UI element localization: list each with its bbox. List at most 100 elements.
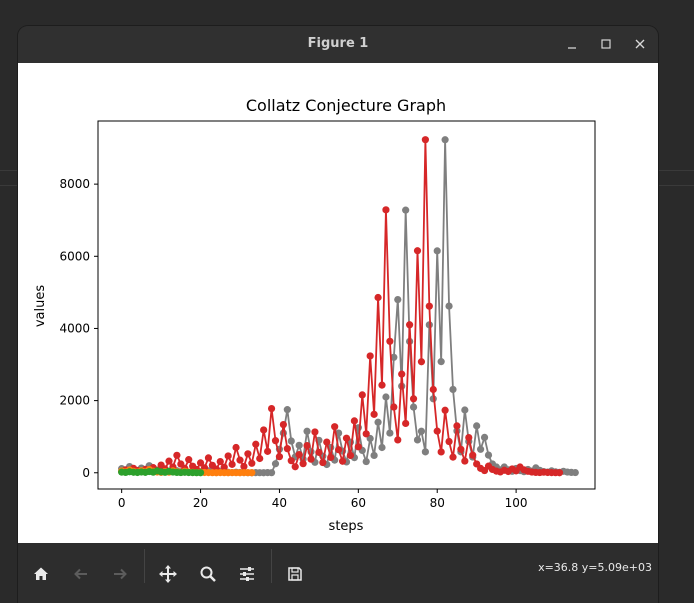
data-point	[327, 453, 335, 462]
cursor-coordinates: x=36.8 y=5.09e+03	[538, 561, 652, 574]
floppy-icon	[288, 567, 302, 581]
data-point	[196, 459, 205, 467]
y-tick-label: 8000	[59, 177, 90, 191]
title-bar[interactable]: Figure 1	[18, 26, 658, 63]
data-point	[370, 451, 378, 460]
data-point	[323, 438, 331, 446]
data-point	[421, 136, 429, 144]
data-point	[417, 427, 426, 435]
data-point	[362, 457, 370, 466]
data-point	[196, 469, 205, 477]
data-point	[402, 206, 410, 214]
x-tick-label: 40	[272, 496, 287, 510]
data-point	[248, 459, 256, 467]
data-point	[473, 422, 481, 430]
data-point	[374, 418, 382, 426]
data-point	[291, 463, 299, 471]
data-point	[417, 358, 426, 366]
data-point	[449, 453, 457, 461]
data-point	[283, 445, 291, 453]
data-point	[425, 302, 433, 310]
data-point	[465, 433, 473, 442]
data-point	[398, 370, 406, 378]
data-point	[338, 457, 347, 465]
home-icon	[34, 567, 48, 580]
maximize-icon	[601, 39, 611, 49]
data-point	[441, 406, 449, 414]
data-point	[287, 437, 295, 445]
data-point	[413, 247, 422, 255]
data-point	[469, 451, 477, 459]
close-button[interactable]	[630, 34, 650, 54]
data-point	[441, 136, 449, 144]
data-point	[437, 358, 445, 366]
chart-svg: Collatz Conjecture Graph steps values 0 2…	[33, 96, 596, 534]
data-point	[303, 441, 311, 450]
data-point	[228, 460, 236, 468]
minimize-button[interactable]	[562, 34, 582, 54]
data-point	[216, 457, 224, 466]
minimize-icon	[568, 47, 576, 49]
back-button[interactable]	[68, 561, 94, 587]
save-button[interactable]	[282, 561, 308, 587]
data-point	[480, 433, 489, 442]
data-point	[346, 451, 355, 460]
data-point	[409, 395, 418, 403]
data-point	[331, 423, 339, 431]
configure-subplots-button[interactable]	[234, 561, 260, 587]
data-point	[421, 448, 429, 456]
data-point	[240, 462, 248, 471]
data-point	[315, 448, 323, 456]
plot-area	[118, 136, 579, 477]
y-tick-label: 6000	[59, 249, 90, 263]
x-tick-label: 20	[193, 496, 208, 510]
data-point	[378, 443, 386, 452]
window-title: Figure 1	[307, 36, 369, 51]
data-point	[406, 321, 414, 329]
data-point	[283, 406, 291, 414]
data-point	[319, 458, 327, 467]
toolbar-separator	[144, 549, 145, 583]
data-point	[260, 426, 268, 434]
x-tick-label: 0	[118, 496, 126, 510]
data-point	[409, 403, 418, 411]
data-point	[307, 455, 315, 463]
data-point	[461, 406, 469, 414]
data-point	[413, 436, 422, 444]
home-button[interactable]	[28, 561, 54, 587]
data-point	[366, 352, 374, 360]
y-tick-label: 2000	[59, 394, 90, 408]
figure-window: Figure 1 Collatz Conjecture Graph steps …	[18, 26, 658, 603]
series-line-1	[121, 138, 560, 474]
forward-button[interactable]	[107, 561, 133, 587]
chart-title: Collatz Conjecture Graph	[246, 96, 446, 115]
data-point	[275, 453, 284, 461]
data-point	[354, 443, 362, 451]
magnifier-icon	[200, 566, 216, 582]
data-point	[267, 404, 276, 413]
data-point	[433, 427, 441, 435]
data-point	[394, 436, 402, 444]
zoom-button[interactable]	[195, 561, 221, 587]
data-point	[204, 454, 213, 462]
data-point	[429, 385, 437, 394]
sliders-icon	[240, 567, 254, 581]
data-point	[335, 446, 343, 454]
data-point	[236, 456, 244, 464]
data-point	[457, 445, 465, 453]
move-icon	[159, 565, 177, 583]
pan-button[interactable]	[155, 561, 181, 587]
data-point	[256, 454, 264, 463]
y-axis-label: values	[33, 285, 48, 328]
maximize-button[interactable]	[596, 34, 616, 54]
data-point	[287, 457, 295, 465]
figure-canvas[interactable]: Collatz Conjecture Graph steps values 0 2…	[18, 63, 658, 543]
data-point	[248, 469, 256, 477]
series-line-0	[121, 138, 576, 474]
x-axis-label: steps	[329, 519, 364, 534]
data-point	[224, 452, 232, 460]
data-point	[386, 337, 394, 345]
data-point	[264, 447, 272, 455]
data-point	[232, 443, 240, 452]
y-tick-label: 4000	[59, 321, 90, 335]
